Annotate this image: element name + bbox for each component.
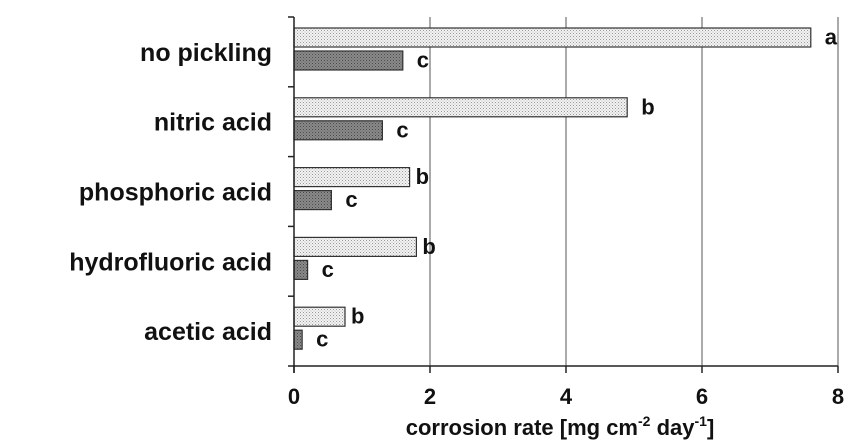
labels: 0 2 4 6 8 no pickling nitric acid phosphoric ac… — [69, 25, 844, 410]
bar-label-s1-2: c — [345, 187, 357, 212]
bar-label-s1-0: c — [417, 48, 429, 73]
x-tick-label-1: 2 — [424, 384, 436, 409]
bar-s0-3 — [293, 236, 418, 257]
bar-s0-1 — [293, 97, 628, 118]
bar-s1-0 — [293, 50, 404, 71]
bar-s0-4 — [293, 306, 346, 327]
x-axis-title: corrosion rate [mg cm-2 day-1] — [406, 413, 715, 440]
x-axis-title-mid: day — [650, 415, 695, 440]
bar-s1-2 — [293, 190, 333, 211]
axes — [288, 16, 839, 373]
gridlines — [429, 17, 839, 366]
bar-label-s0-0: a — [825, 25, 838, 50]
category-label-3: hydrofluoric acid — [69, 248, 272, 276]
category-label-4: acetic acid — [144, 318, 272, 346]
bar-label-s1-1: c — [396, 117, 408, 142]
x-tick-label-0: 0 — [288, 384, 300, 409]
category-label-2: phosphoric acid — [79, 179, 272, 207]
x-tick-label-4: 8 — [832, 384, 844, 409]
bar-s1-1 — [293, 120, 384, 141]
x-axis-title-sup2: -1 — [694, 413, 707, 429]
bar-label-s0-2: b — [416, 164, 429, 189]
category-label-0: no pickling — [140, 39, 272, 67]
bar-s1-3 — [293, 259, 309, 280]
bar-label-s1-4: c — [316, 327, 328, 352]
bars — [293, 27, 812, 350]
x-tick-label-2: 4 — [560, 384, 573, 409]
category-label-1: nitric acid — [154, 109, 272, 137]
bar-label-s1-3: c — [322, 257, 334, 282]
bar-s0-0 — [293, 27, 812, 48]
x-tick-label-3: 6 — [696, 384, 708, 409]
bar-s0-2 — [293, 167, 411, 188]
x-axis-title-base: corrosion rate [mg cm — [406, 415, 638, 440]
bar-label-s0-1: b — [641, 94, 654, 119]
x-axis-title-sup1: -2 — [638, 413, 651, 429]
bar-label-s0-4: b — [351, 304, 364, 329]
bar-label-s0-3: b — [422, 234, 435, 259]
x-axis-title-end: ] — [707, 415, 714, 440]
bar-s1-4 — [293, 329, 303, 350]
